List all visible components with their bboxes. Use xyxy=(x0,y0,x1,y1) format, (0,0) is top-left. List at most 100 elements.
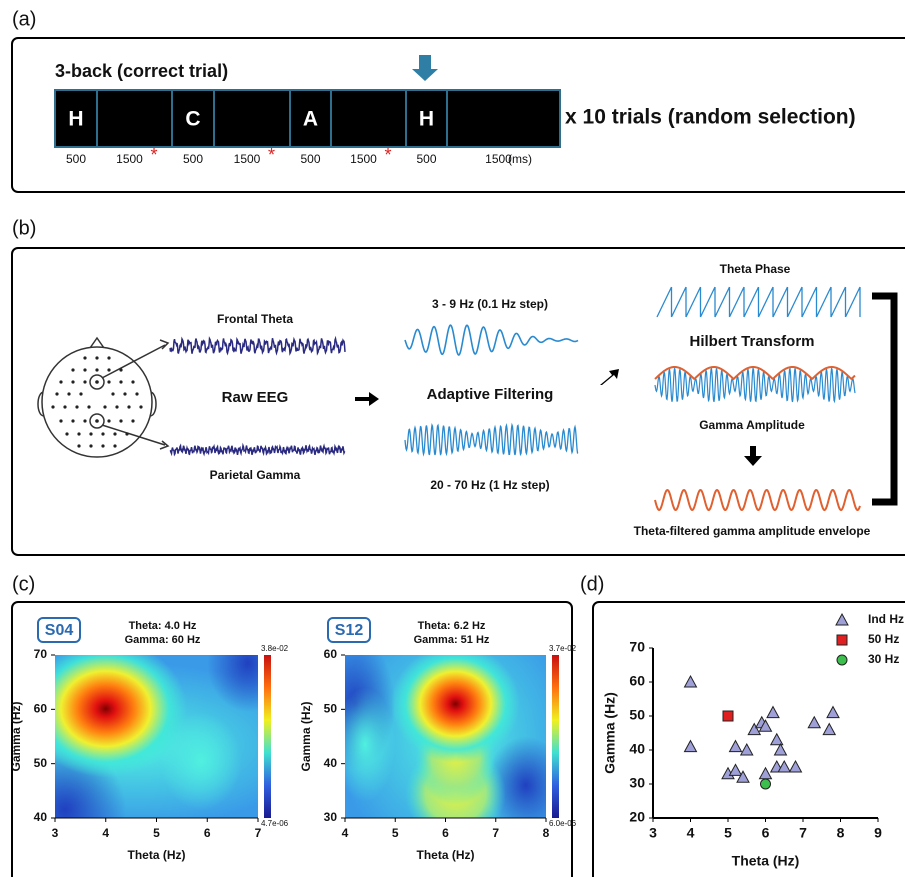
electrode xyxy=(59,380,63,384)
y-axis-title: Gamma (Hz) xyxy=(299,701,313,771)
heatmap-blob xyxy=(160,712,242,810)
electrode xyxy=(131,380,135,384)
amplitude-envelope xyxy=(654,365,856,381)
x-tick-label: 8 xyxy=(837,825,845,841)
electrode xyxy=(71,419,75,423)
timing-label: 500 xyxy=(66,152,86,166)
trials-note: x 10 trials (random selection) xyxy=(565,106,856,129)
target-arrow xyxy=(412,55,438,81)
panel-label: (d) xyxy=(580,573,604,595)
y-tick-label: 40 xyxy=(629,741,645,757)
electrode xyxy=(107,380,111,384)
theta-phase xyxy=(656,286,861,318)
subject-badge xyxy=(327,617,371,643)
x-tick-label: 7 xyxy=(492,826,499,840)
gamma-signal xyxy=(654,366,856,404)
timing-label: 1500 xyxy=(350,152,377,166)
electrode xyxy=(77,444,81,448)
electrode xyxy=(83,356,87,360)
theta-filtered xyxy=(404,324,579,356)
colorbar xyxy=(264,655,271,818)
y-axis-title: Gamma (Hz) xyxy=(602,692,618,774)
point xyxy=(788,759,803,773)
point xyxy=(736,770,750,783)
y-tick-label: 40 xyxy=(324,756,338,770)
x-tick-label: 7 xyxy=(799,825,807,841)
subject-label: S04 xyxy=(45,622,74,639)
subject-badge xyxy=(37,617,81,643)
peak-annotation: Theta: 6.2 Hz xyxy=(418,620,486,632)
arrow xyxy=(600,369,619,385)
panel-box xyxy=(11,247,905,556)
electrode xyxy=(107,356,111,360)
electrode xyxy=(115,405,119,409)
electrode xyxy=(107,419,111,423)
colorbar xyxy=(552,655,559,818)
electrode xyxy=(59,419,63,423)
electrode xyxy=(139,405,143,409)
electrode xyxy=(75,405,79,409)
point xyxy=(758,766,773,780)
x-tick-label: 6 xyxy=(204,826,211,840)
raw-eeg xyxy=(169,442,346,457)
electrode xyxy=(101,444,105,448)
raw-eeg xyxy=(169,335,346,356)
signal-label: Frontal Theta xyxy=(217,312,293,326)
legend-swatch xyxy=(836,654,848,666)
point xyxy=(777,759,792,773)
electrode xyxy=(67,392,71,396)
electrode xyxy=(103,405,107,409)
electrode xyxy=(111,392,115,396)
y-tick-label: 30 xyxy=(324,810,338,824)
electrode xyxy=(119,380,123,384)
timing-label: 1500 xyxy=(485,152,512,166)
electrode xyxy=(113,444,117,448)
timing-label: 1500 xyxy=(116,152,143,166)
scatter-chart: Ind Hz 50 Hz 30 Hz 3 4 5 6 7 8 9 20 30 40 50 60 70 Theta… xyxy=(602,612,904,869)
y-tick-label: 50 xyxy=(34,756,48,770)
electrode xyxy=(127,405,131,409)
timing-label: 500 xyxy=(183,152,203,166)
electrode xyxy=(135,392,139,396)
heatmap xyxy=(55,655,258,818)
x-tick-label: 4 xyxy=(102,826,109,840)
y-tick-label: 30 xyxy=(629,775,645,791)
legend-label: 30 Hz xyxy=(868,652,899,666)
x-tick-label: 7 xyxy=(255,826,262,840)
signal-label: Theta-filtered gamma amplitude envelope xyxy=(634,524,871,538)
heatmap-blob xyxy=(207,655,258,713)
point xyxy=(728,763,743,776)
x-tick-label: 8 xyxy=(543,826,550,840)
colorbar-label: 4.7e-06 xyxy=(261,819,289,828)
panel-label: (c) xyxy=(12,573,35,595)
colorbar-label: 3.7e-02 xyxy=(549,644,577,653)
point xyxy=(773,742,788,756)
electrode xyxy=(123,392,127,396)
electrode xyxy=(55,392,59,396)
task-title: 3-back (correct trial) xyxy=(55,61,228,81)
x-tick-label: 5 xyxy=(724,825,732,841)
stimulus-letter: H xyxy=(419,108,434,131)
head xyxy=(37,336,170,458)
legend-swatch xyxy=(836,634,848,646)
y-tick-label: 70 xyxy=(629,639,645,655)
panel-label: (b) xyxy=(12,217,36,239)
x-axis-title: Theta (Hz) xyxy=(128,848,186,862)
colorbar-label: 3.8e-02 xyxy=(261,644,289,653)
x-tick-label: 9 xyxy=(874,825,882,841)
panel-box xyxy=(11,37,905,193)
point xyxy=(769,732,784,746)
x-tick-label: 5 xyxy=(392,826,399,840)
colorbar-label: 6.0e-06 xyxy=(549,819,577,828)
heatmap-blob xyxy=(55,655,187,778)
envelope-wave xyxy=(654,488,861,512)
electrode xyxy=(79,392,83,396)
point xyxy=(683,674,698,688)
step-label: Hilbert Transform xyxy=(689,333,814,350)
peak-annotation: Gamma: 51 Hz xyxy=(414,634,490,646)
legend-label: 50 Hz xyxy=(868,632,899,646)
stimulus-cell xyxy=(446,89,561,148)
arrow xyxy=(355,392,379,406)
asterisk: * xyxy=(151,145,158,165)
